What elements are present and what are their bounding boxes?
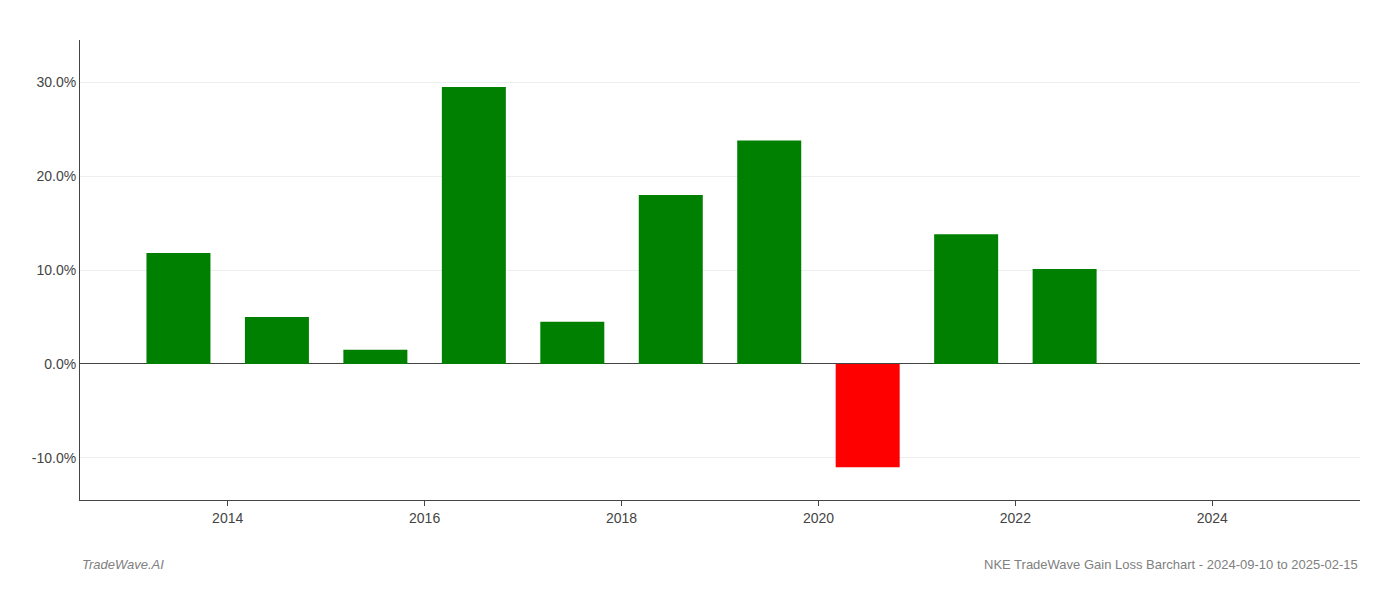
- svg-text:20.0%: 20.0%: [36, 168, 76, 184]
- svg-text:TradeWave.AI: TradeWave.AI: [82, 557, 164, 572]
- svg-text:30.0%: 30.0%: [36, 74, 76, 90]
- svg-text:NKE TradeWave Gain Loss Barcha: NKE TradeWave Gain Loss Barchart - 2024-…: [984, 557, 1358, 572]
- svg-text:2020: 2020: [803, 510, 834, 526]
- svg-text:2022: 2022: [1000, 510, 1031, 526]
- svg-text:2014: 2014: [212, 510, 243, 526]
- svg-text:-10.0%: -10.0%: [32, 450, 76, 466]
- svg-text:2018: 2018: [606, 510, 637, 526]
- svg-text:10.0%: 10.0%: [36, 262, 76, 278]
- svg-text:2024: 2024: [1197, 510, 1228, 526]
- svg-text:2016: 2016: [409, 510, 440, 526]
- svg-text:0.0%: 0.0%: [44, 356, 76, 372]
